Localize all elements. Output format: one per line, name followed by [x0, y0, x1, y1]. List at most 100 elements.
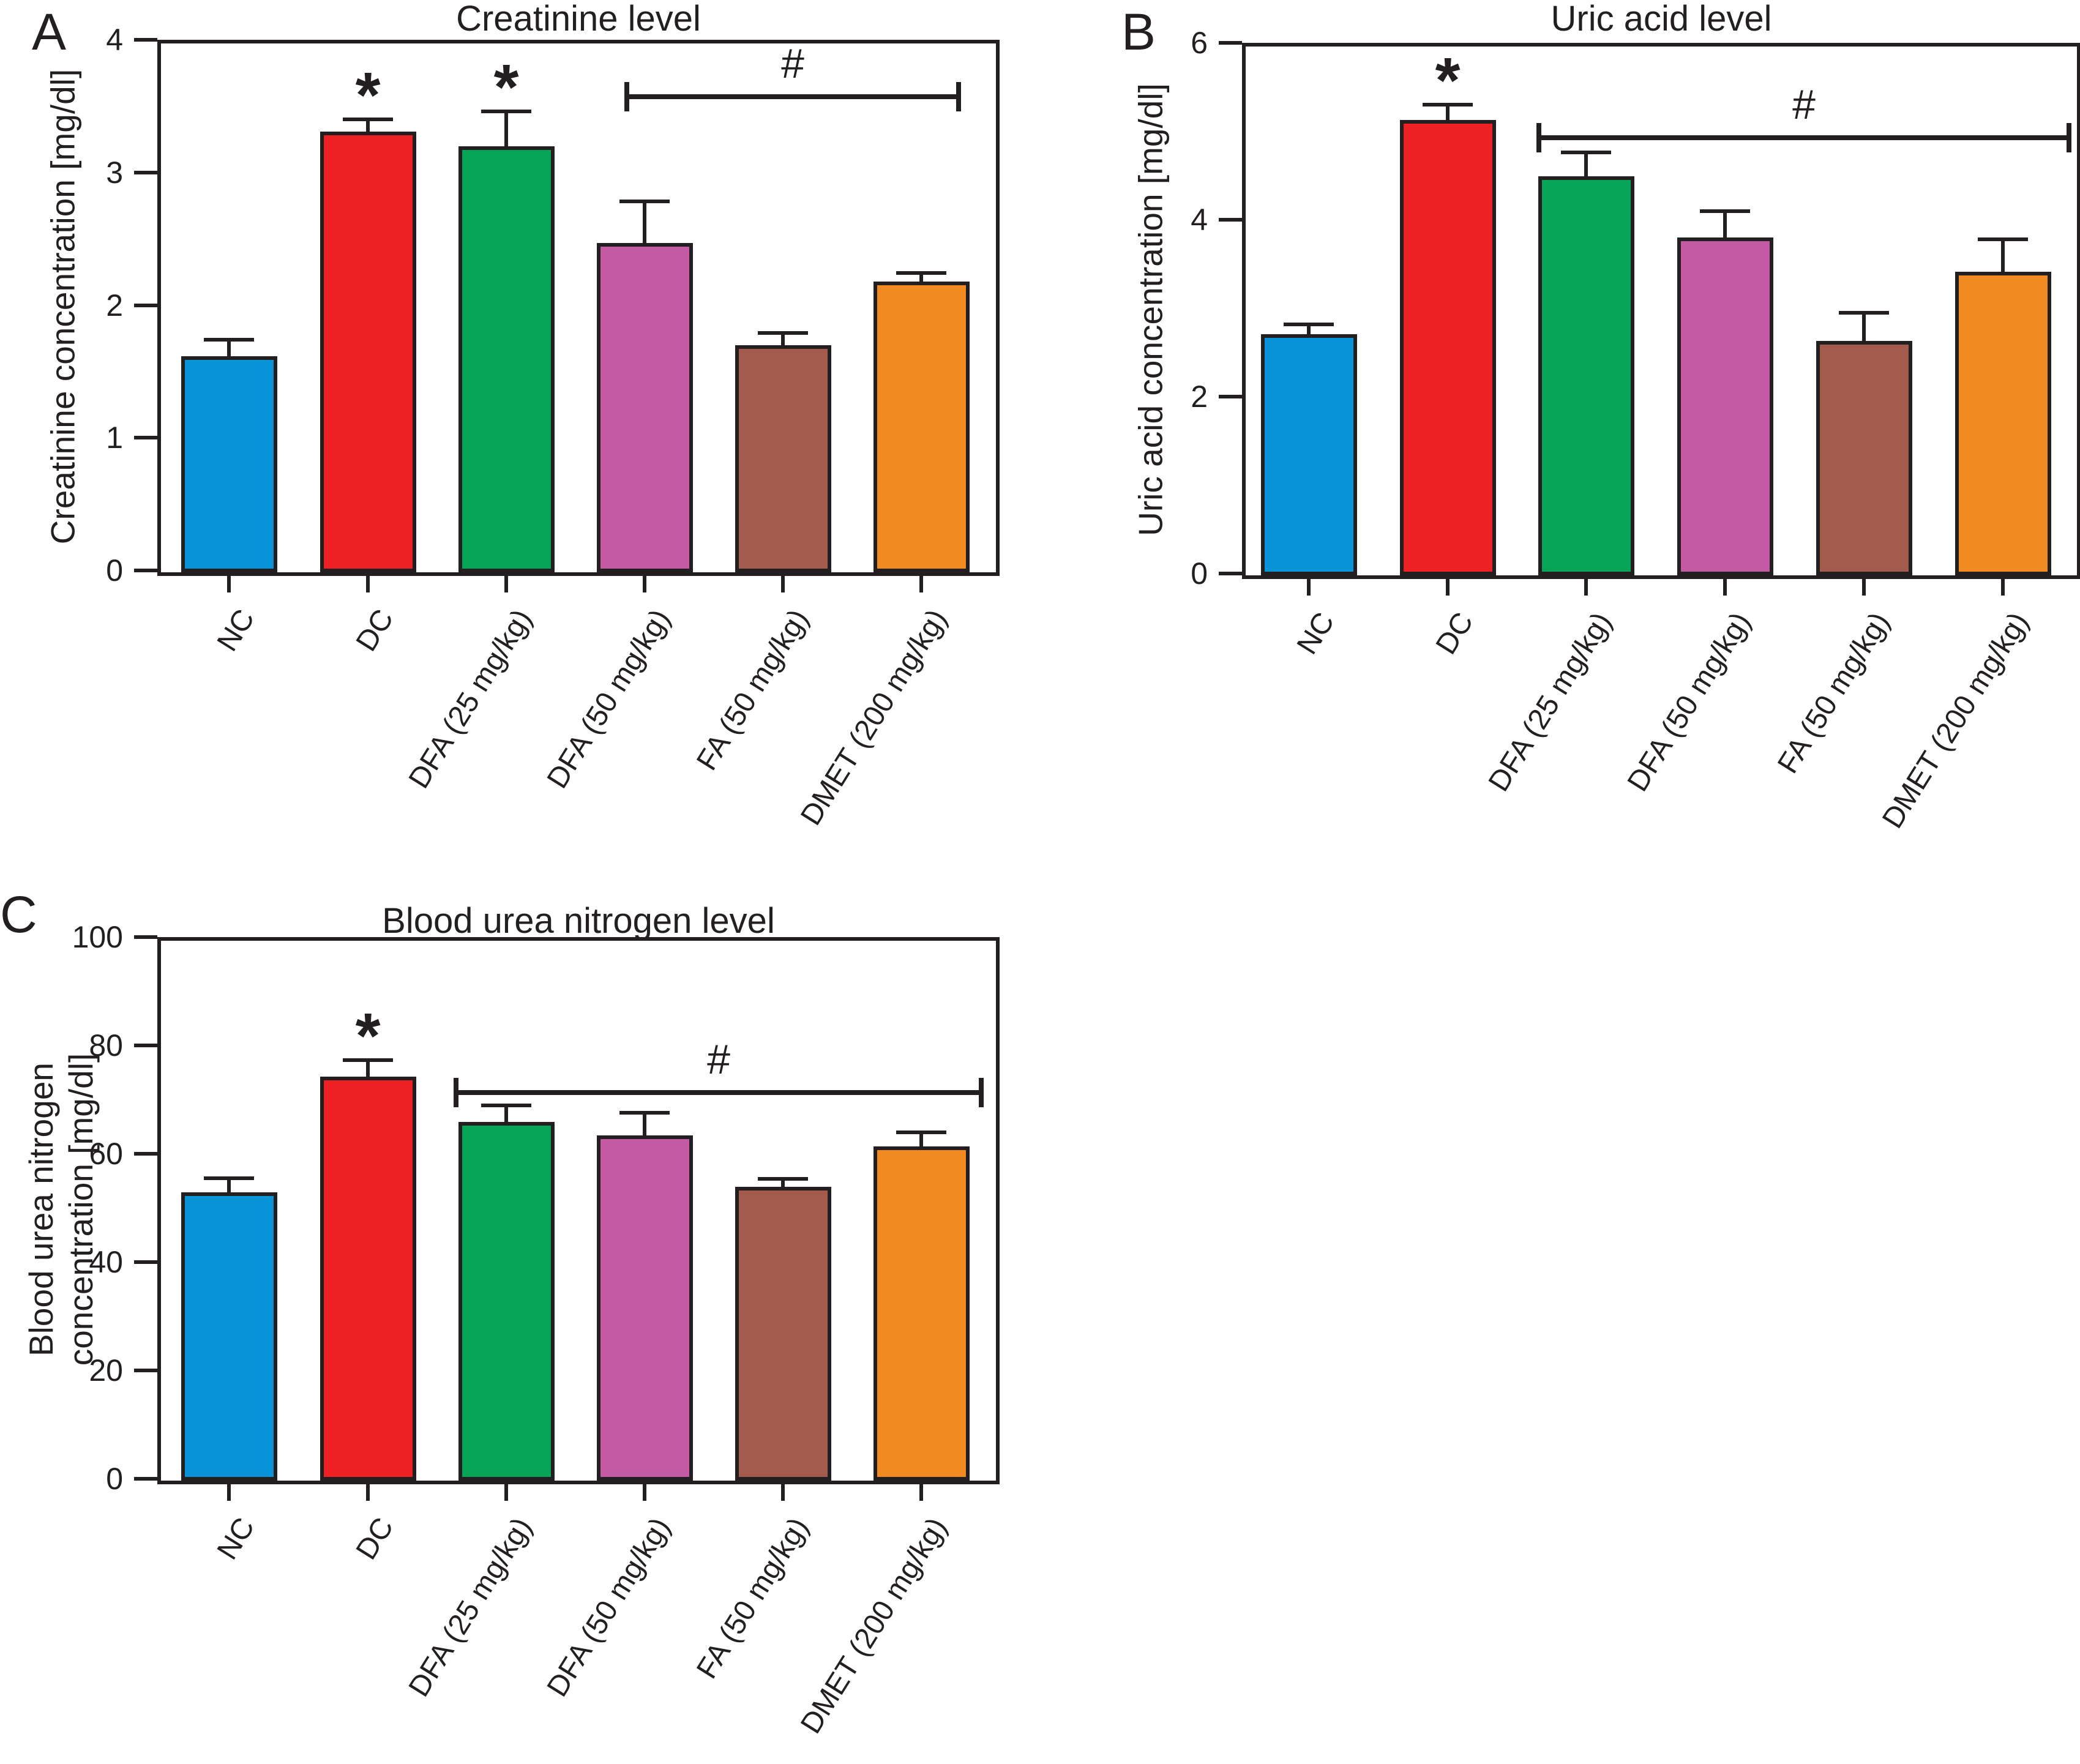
- bar-DC: [1399, 120, 1496, 575]
- y-tick-label: 4: [1191, 203, 1208, 237]
- error-bar-stem: [919, 273, 923, 288]
- bracket-end-tick-right: [956, 82, 961, 112]
- y-tick: [134, 38, 157, 42]
- x-tick: [1446, 577, 1450, 596]
- panel-title-c: Blood urea nitrogen level: [382, 901, 775, 941]
- x-tick-label-DC: DC: [350, 1512, 400, 1566]
- significance-hash: #: [1792, 81, 1816, 128]
- error-bar-cap: [1839, 310, 1889, 315]
- significance-bracket: [1536, 135, 2071, 140]
- x-tick-label-DMET (200 mg/kg): DMET (200 mg/kg): [795, 1512, 954, 1740]
- bar-DFA (25 mg/kg): [458, 146, 555, 572]
- y-tick-label: 0: [106, 553, 123, 588]
- error-bar-stem: [504, 1105, 508, 1128]
- significance-hash: #: [707, 1036, 730, 1083]
- panel-letter-a: A: [32, 3, 67, 61]
- x-tick: [1862, 577, 1866, 596]
- bar-NC: [1260, 334, 1357, 575]
- y-tick-label: 2: [1191, 379, 1208, 414]
- x-tick: [1307, 577, 1311, 596]
- bar-DFA (50 mg/kg): [1677, 237, 1773, 575]
- error-bar-stem: [781, 333, 785, 351]
- significance-star: *: [493, 51, 519, 124]
- significance-bracket: [624, 94, 961, 100]
- x-tick: [1723, 577, 1727, 596]
- x-tick: [643, 1482, 646, 1501]
- error-bar-stem: [227, 1178, 231, 1198]
- y-tick: [1219, 572, 1242, 575]
- bracket-end-tick-left: [1536, 122, 1541, 152]
- panel-title-a: Creatinine level: [456, 0, 701, 39]
- y-tick: [134, 436, 157, 440]
- x-tick-label-FA (50 mg/kg): FA (50 mg/kg): [690, 1512, 815, 1684]
- y-tick-label: 6: [1191, 26, 1208, 60]
- error-bar-stem: [643, 1112, 646, 1142]
- error-bar-cap: [758, 331, 808, 335]
- y-tick: [134, 569, 157, 572]
- error-bar-cap: [1561, 151, 1611, 155]
- error-bar-stem: [227, 339, 231, 362]
- panel-letter-b: B: [1121, 3, 1156, 61]
- bracket-end-tick-right: [979, 1077, 984, 1107]
- x-tick-label-DFA (50 mg/kg): DFA (50 mg/kg): [541, 1512, 677, 1703]
- y-tick-label: 80: [89, 1028, 123, 1063]
- x-tick: [366, 1482, 370, 1501]
- y-tick: [134, 303, 157, 307]
- bar-NC: [181, 356, 277, 572]
- error-bar-stem: [781, 1178, 785, 1193]
- y-tick-label: 60: [89, 1137, 123, 1171]
- error-bar-cap: [896, 271, 946, 275]
- bar-DC: [320, 1077, 416, 1481]
- y-tick: [134, 1369, 157, 1372]
- error-bar-stem: [504, 111, 508, 152]
- y-tick: [134, 1152, 157, 1156]
- bar-DMET (200 mg/kg): [873, 282, 970, 572]
- y-tick-label: 20: [89, 1353, 123, 1388]
- x-tick: [504, 1482, 508, 1501]
- error-bar-cap: [758, 1176, 808, 1181]
- error-bar-stem: [1862, 312, 1866, 347]
- y-tick-label: 100: [72, 920, 123, 954]
- x-tick: [919, 574, 923, 592]
- bar-FA (50 mg/kg): [1816, 341, 1912, 575]
- y-tick: [134, 1044, 157, 1047]
- panel-letter-c: C: [0, 886, 37, 943]
- y-tick: [134, 1477, 157, 1481]
- x-tick: [1584, 577, 1588, 596]
- bar-NC: [181, 1192, 277, 1481]
- error-bar-stem: [1584, 152, 1588, 182]
- bar-DC: [320, 132, 416, 572]
- plot-area-b: 0 2 4 6 NC DC * DFA (25 mg/kg) DFA (50 mg/kg) FA …: [1191, 28, 2080, 834]
- x-tick: [781, 574, 785, 592]
- error-bar-cap: [1700, 209, 1750, 213]
- bracket-end-tick-left: [624, 82, 629, 112]
- bar-DFA (25 mg/kg): [1538, 176, 1634, 575]
- plot-area-a: 0 1 2 3 4 NC DC * DFA (25 mg/kg) * DFA (50 mg/kg) F…: [106, 24, 1000, 831]
- error-bar-cap: [896, 1130, 946, 1134]
- y-tick-label: 2: [106, 288, 123, 323]
- y-tick: [1219, 218, 1242, 222]
- error-bar-cap: [619, 200, 670, 204]
- bar-DFA (50 mg/kg): [596, 1135, 693, 1481]
- significance-bracket: [454, 1089, 984, 1095]
- bar-DFA (50 mg/kg): [596, 243, 693, 572]
- error-bar-stem: [366, 119, 370, 138]
- y-tick-label: 0: [106, 1462, 123, 1496]
- y-tick: [134, 935, 157, 939]
- error-bar-cap: [481, 110, 531, 114]
- error-bar-cap: [343, 118, 393, 122]
- error-bar-stem: [1723, 211, 1727, 243]
- bar-DFA (25 mg/kg): [458, 1122, 555, 1481]
- bracket-end-tick-left: [454, 1077, 458, 1107]
- x-tick: [227, 574, 231, 592]
- panel-title-b: Uric acid level: [1551, 0, 1772, 39]
- x-tick: [366, 574, 370, 592]
- error-bar-cap: [1978, 237, 2028, 241]
- x-tick: [643, 574, 646, 592]
- significance-star: *: [1435, 45, 1461, 117]
- x-tick-label-DFA (25 mg/kg): DFA (25 mg/kg): [402, 1512, 539, 1703]
- y-tick: [134, 170, 157, 174]
- bar-DMET (200 mg/kg): [873, 1146, 970, 1481]
- error-bar-cap: [204, 337, 254, 342]
